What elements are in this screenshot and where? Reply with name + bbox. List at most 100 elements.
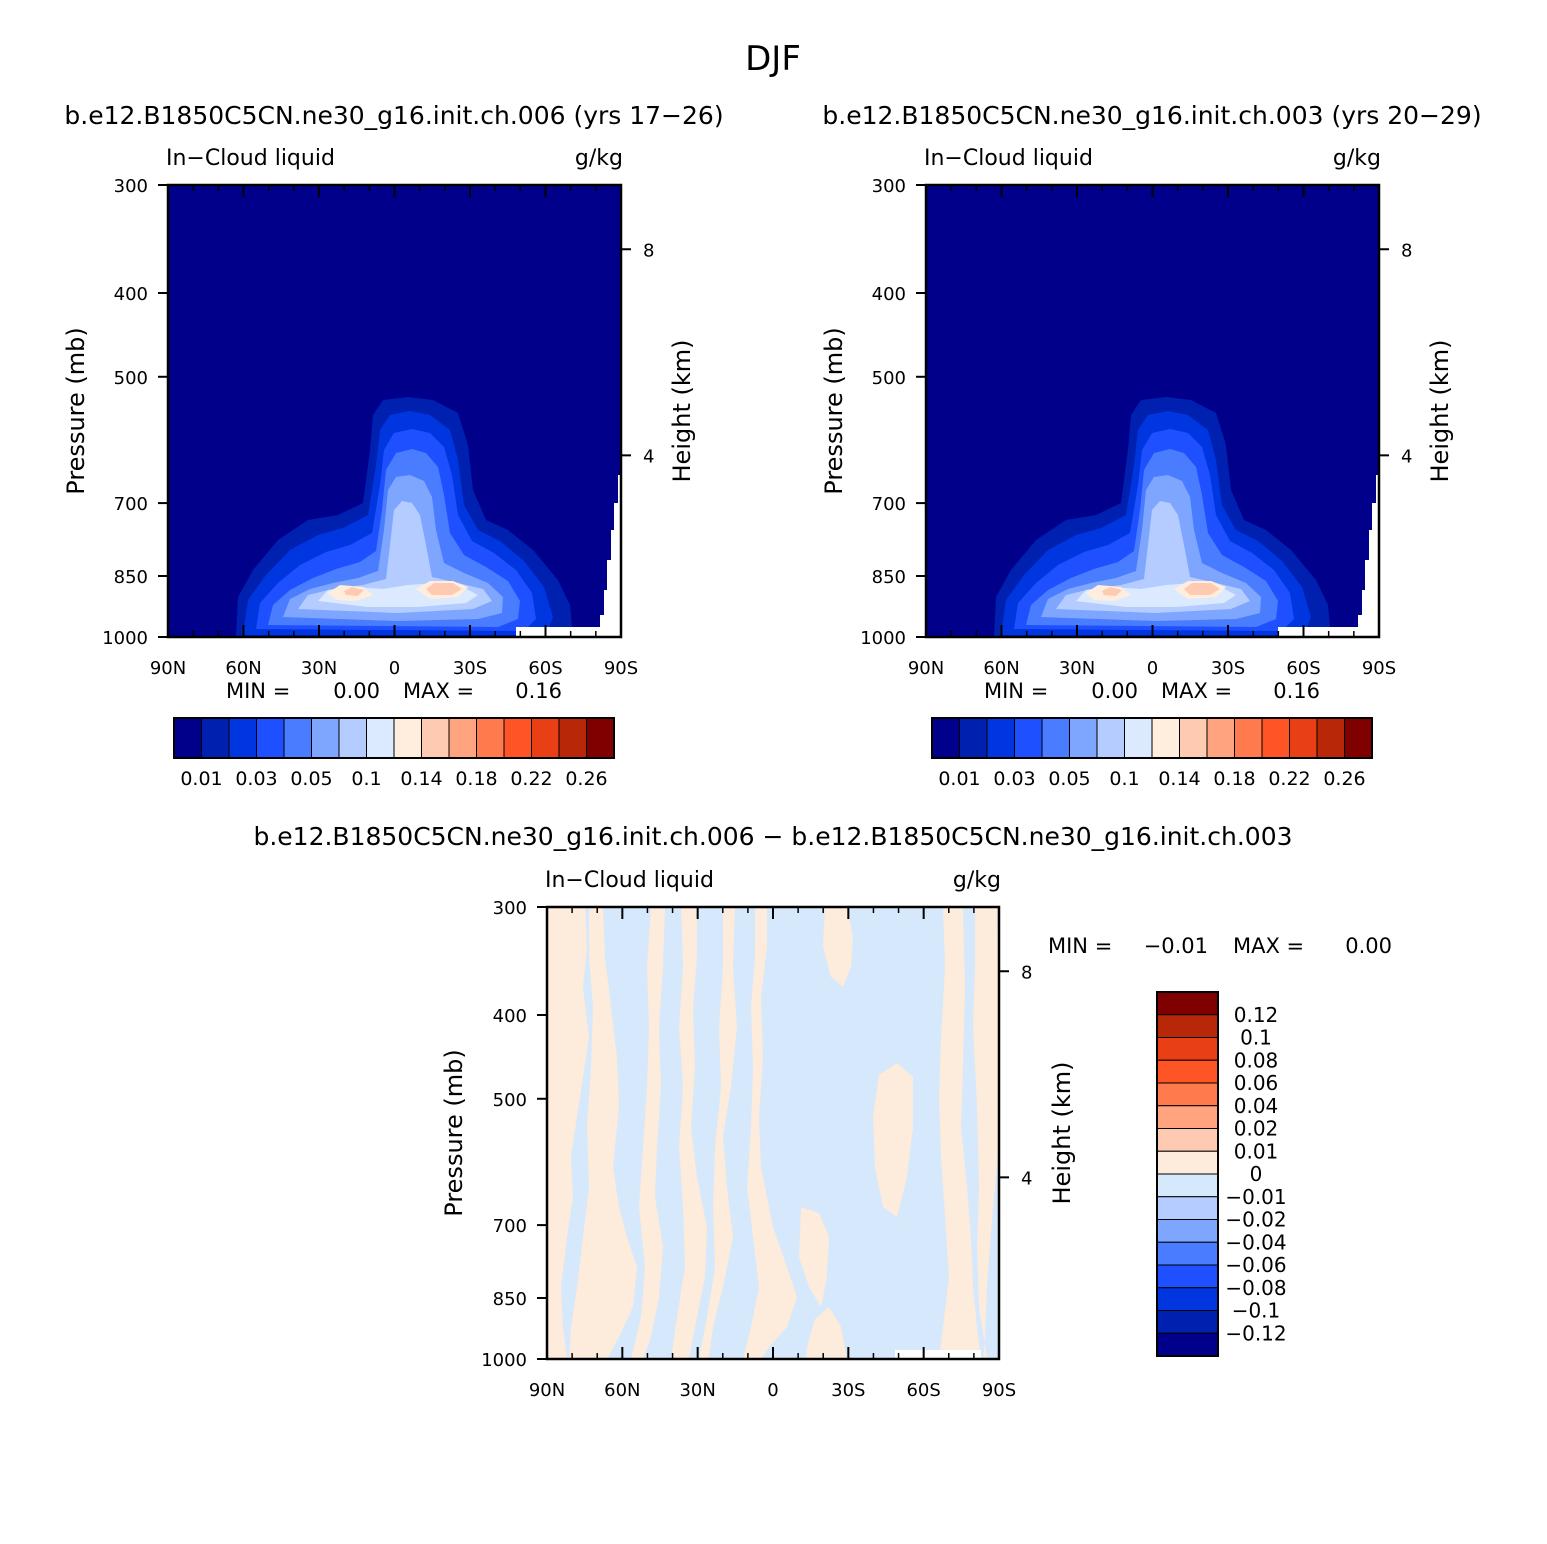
colorbar-box: [1156, 1332, 1219, 1357]
contour-band-level-9: [1102, 587, 1122, 596]
colorbar-label: 0.01: [1234, 1139, 1279, 1163]
colorbar-box: [1156, 1241, 1219, 1266]
max-value: 0.16: [1273, 679, 1320, 703]
max-value: 0.00: [1345, 934, 1392, 958]
colorbar: 0.120.10.080.060.040.020.010−0.01−0.02−0…: [1156, 991, 1287, 1357]
colorbar-box: [393, 717, 422, 759]
panel-title: b.e12.B1850C5CN.ne30_g16.init.ch.006 (yr…: [64, 101, 723, 130]
colorbar-label: −0.01: [1225, 1185, 1286, 1209]
contour-band-level-8: [743, 907, 797, 1359]
colorbar-label: 0.26: [1323, 768, 1365, 790]
colorbar-box: [531, 717, 560, 759]
colorbar-label: −0.08: [1225, 1276, 1286, 1300]
missing-data-mask: [1278, 475, 1379, 637]
colorbar-box: [201, 717, 230, 759]
colorbar-label: 0.1: [351, 768, 381, 790]
y2-axis-label: Height (km): [668, 340, 696, 483]
colorbar-box: [476, 717, 505, 759]
colorbar-box: [1124, 717, 1153, 759]
y-tick-label: 500: [872, 368, 906, 389]
colorbar-label: 0.08: [1234, 1048, 1279, 1072]
colorbar-label: 0.01: [938, 768, 980, 790]
contour-field: [168, 185, 621, 637]
colorbar-label: 0.26: [565, 768, 607, 790]
colorbar-label: 0.1: [1109, 768, 1139, 790]
min-label: MIN =: [1048, 934, 1112, 958]
colorbar-box: [366, 717, 395, 759]
axes: 90N 60N 30N 0 30S 60S 90S 300 400 500 700 850 1000 8 4: [102, 176, 654, 679]
x-tick-label: 90S: [1362, 658, 1396, 679]
x-tick-label: 60S: [528, 658, 562, 679]
colorbar-box: [1156, 1150, 1219, 1175]
contour-band-level-9: [1184, 583, 1220, 595]
colorbar-box: [1014, 717, 1043, 759]
y2-tick-label: 4: [643, 446, 654, 467]
y-tick-label: 300: [114, 176, 148, 197]
colorbar-frame: [173, 717, 615, 759]
y-tick-label: 700: [493, 1216, 527, 1237]
colorbar-label: −0.1: [1232, 1299, 1281, 1323]
x-tick-label: 60N: [225, 658, 261, 679]
colorbar-box: [256, 717, 285, 759]
axes: 90N 60N 30N 0 30S 60S 90S 300 400 500 700 850 1000 8 4: [481, 898, 1032, 1401]
x-tick-label: 0: [1147, 658, 1158, 679]
y2-axis-label: Height (km): [1048, 1062, 1076, 1205]
colorbar-box: [558, 717, 587, 759]
colorbar-label: 0.01: [180, 768, 222, 790]
colorbar-frame: [931, 717, 1373, 759]
colorbar-box: [1151, 717, 1180, 759]
contour-band-level-8: [823, 907, 853, 987]
x-tick-label: 90N: [908, 658, 944, 679]
colorbar-box: [1156, 1196, 1219, 1220]
colorbar-box: [1156, 1310, 1219, 1334]
y-tick-label: 400: [493, 1006, 527, 1027]
contour-band-level-8: [805, 1307, 847, 1359]
contour-band-level-9: [344, 587, 364, 596]
y2-tick-label: 8: [643, 240, 654, 261]
y2-tick-label: 4: [1021, 1168, 1032, 1189]
units-label: g/kg: [953, 868, 1001, 893]
colorbar-box: [1206, 717, 1235, 759]
y-tick-label: 400: [114, 284, 148, 305]
y-tick-label: 700: [872, 494, 906, 515]
y-tick-label: 850: [493, 1289, 527, 1310]
y-axis-label: Pressure (mb): [820, 327, 848, 494]
min-value: 0.00: [1091, 679, 1138, 703]
x-tick-label: 90N: [529, 1380, 565, 1401]
x-tick-label: 60N: [983, 658, 1019, 679]
y2-tick-label: 4: [1401, 446, 1412, 467]
colorbar-box: [1156, 1105, 1219, 1129]
colorbar-label: 0.22: [1268, 768, 1310, 790]
x-tick-label: 60N: [604, 1380, 640, 1401]
x-tick-label: 60S: [1286, 658, 1320, 679]
colorbar-box: [1156, 1287, 1219, 1311]
x-tick-label: 30N: [679, 1380, 715, 1401]
colorbar-box: [1156, 1037, 1219, 1061]
colorbar-box: [283, 717, 312, 759]
contour-band-level-8: [631, 907, 665, 1359]
colorbar-box: [1156, 1264, 1219, 1289]
y-tick-label: 850: [872, 567, 906, 588]
max-label: MAX =: [403, 679, 474, 703]
panel-title: b.e12.B1850C5CN.ne30_g16.init.ch.003 (yr…: [822, 101, 1481, 130]
y-tick-label: 1000: [860, 628, 906, 649]
colorbar-box: [1156, 1128, 1219, 1152]
colorbar-box: [173, 717, 202, 759]
colorbar-box: [1316, 717, 1345, 759]
colorbar-box: [959, 717, 988, 759]
units-label: g/kg: [1333, 146, 1381, 171]
axes: 90N 60N 30N 0 30S 60S 90S 300 400 500 700 850 1000 8 4: [860, 176, 1412, 679]
max-label: MAX =: [1161, 679, 1232, 703]
colorbar-label: 0.22: [510, 768, 552, 790]
y-tick-label: 300: [872, 176, 906, 197]
panel-ch003: b.e12.B1850C5CN.ne30_g16.init.ch.003 (yr…: [820, 101, 1482, 790]
colorbar-label: 0.02: [1234, 1117, 1279, 1141]
y-tick-label: 500: [493, 1090, 527, 1111]
colorbar-label: 0: [1250, 1162, 1263, 1186]
panel-difference: b.e12.B1850C5CN.ne30_g16.init.ch.006 − b…: [253, 822, 1392, 1401]
x-tick-label: 90S: [982, 1380, 1016, 1401]
colorbar-box: [1041, 717, 1070, 759]
missing-data-mask: [516, 475, 621, 637]
contour-field: [926, 185, 1379, 637]
